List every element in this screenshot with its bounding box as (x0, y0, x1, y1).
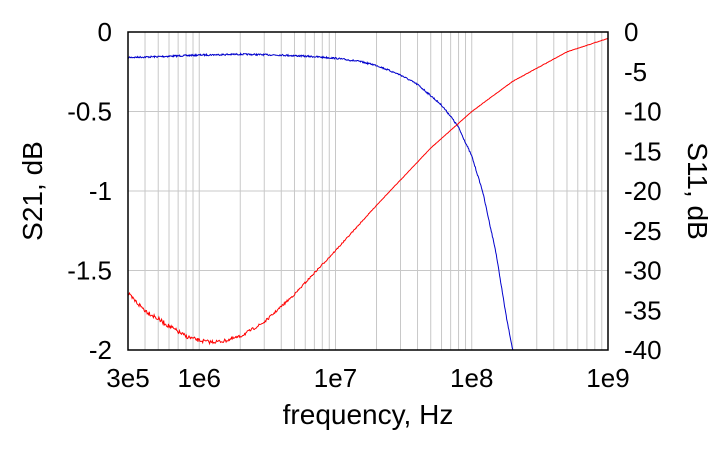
y-right-tick-label: 0 (624, 17, 638, 47)
y-right-tick-label: -20 (624, 176, 662, 206)
y-left-tick-label: -2 (89, 335, 112, 365)
y-right-axis-label: S11, dB (682, 142, 713, 240)
x-tick-label: 1e9 (586, 363, 629, 393)
y-left-axis-label: S21, dB (17, 141, 48, 241)
s21-series-line (127, 52, 514, 350)
x-tick-label: 1e8 (450, 363, 493, 393)
y-right-tick-label: -40 (624, 335, 662, 365)
grid (127, 31, 609, 351)
plot-frame (127, 31, 609, 351)
y-right-tick-label: -25 (624, 216, 662, 246)
y-left-tick-label: -0.5 (67, 97, 112, 127)
y-left-tick-label: 0 (98, 17, 112, 47)
y-right-tick-label: -30 (624, 256, 662, 286)
s11-series-line (127, 37, 609, 346)
x-axis-label: frequency, Hz (283, 399, 454, 430)
series-layer (127, 37, 609, 350)
x-tick-labels: 3e5 1e6 1e7 1e8 1e9 (106, 363, 629, 393)
y-right-tick-labels: 0 -5 -10 -15 -20 -25 -30 -35 -40 (624, 17, 662, 365)
x-tick-label: 1e6 (178, 363, 221, 393)
y-right-tick-label: -15 (624, 136, 662, 166)
y-right-tick-label: -35 (624, 295, 662, 325)
y-left-tick-label: -1 (89, 176, 112, 206)
y-left-tick-label: -1.5 (67, 256, 112, 286)
x-tick-label: 3e5 (106, 363, 149, 393)
x-tick-label: 1e7 (314, 363, 357, 393)
y-right-tick-label: -5 (624, 57, 647, 87)
y-left-tick-labels: 0 -0.5 -1 -1.5 -2 (67, 17, 112, 365)
y-right-tick-label: -10 (624, 97, 662, 127)
